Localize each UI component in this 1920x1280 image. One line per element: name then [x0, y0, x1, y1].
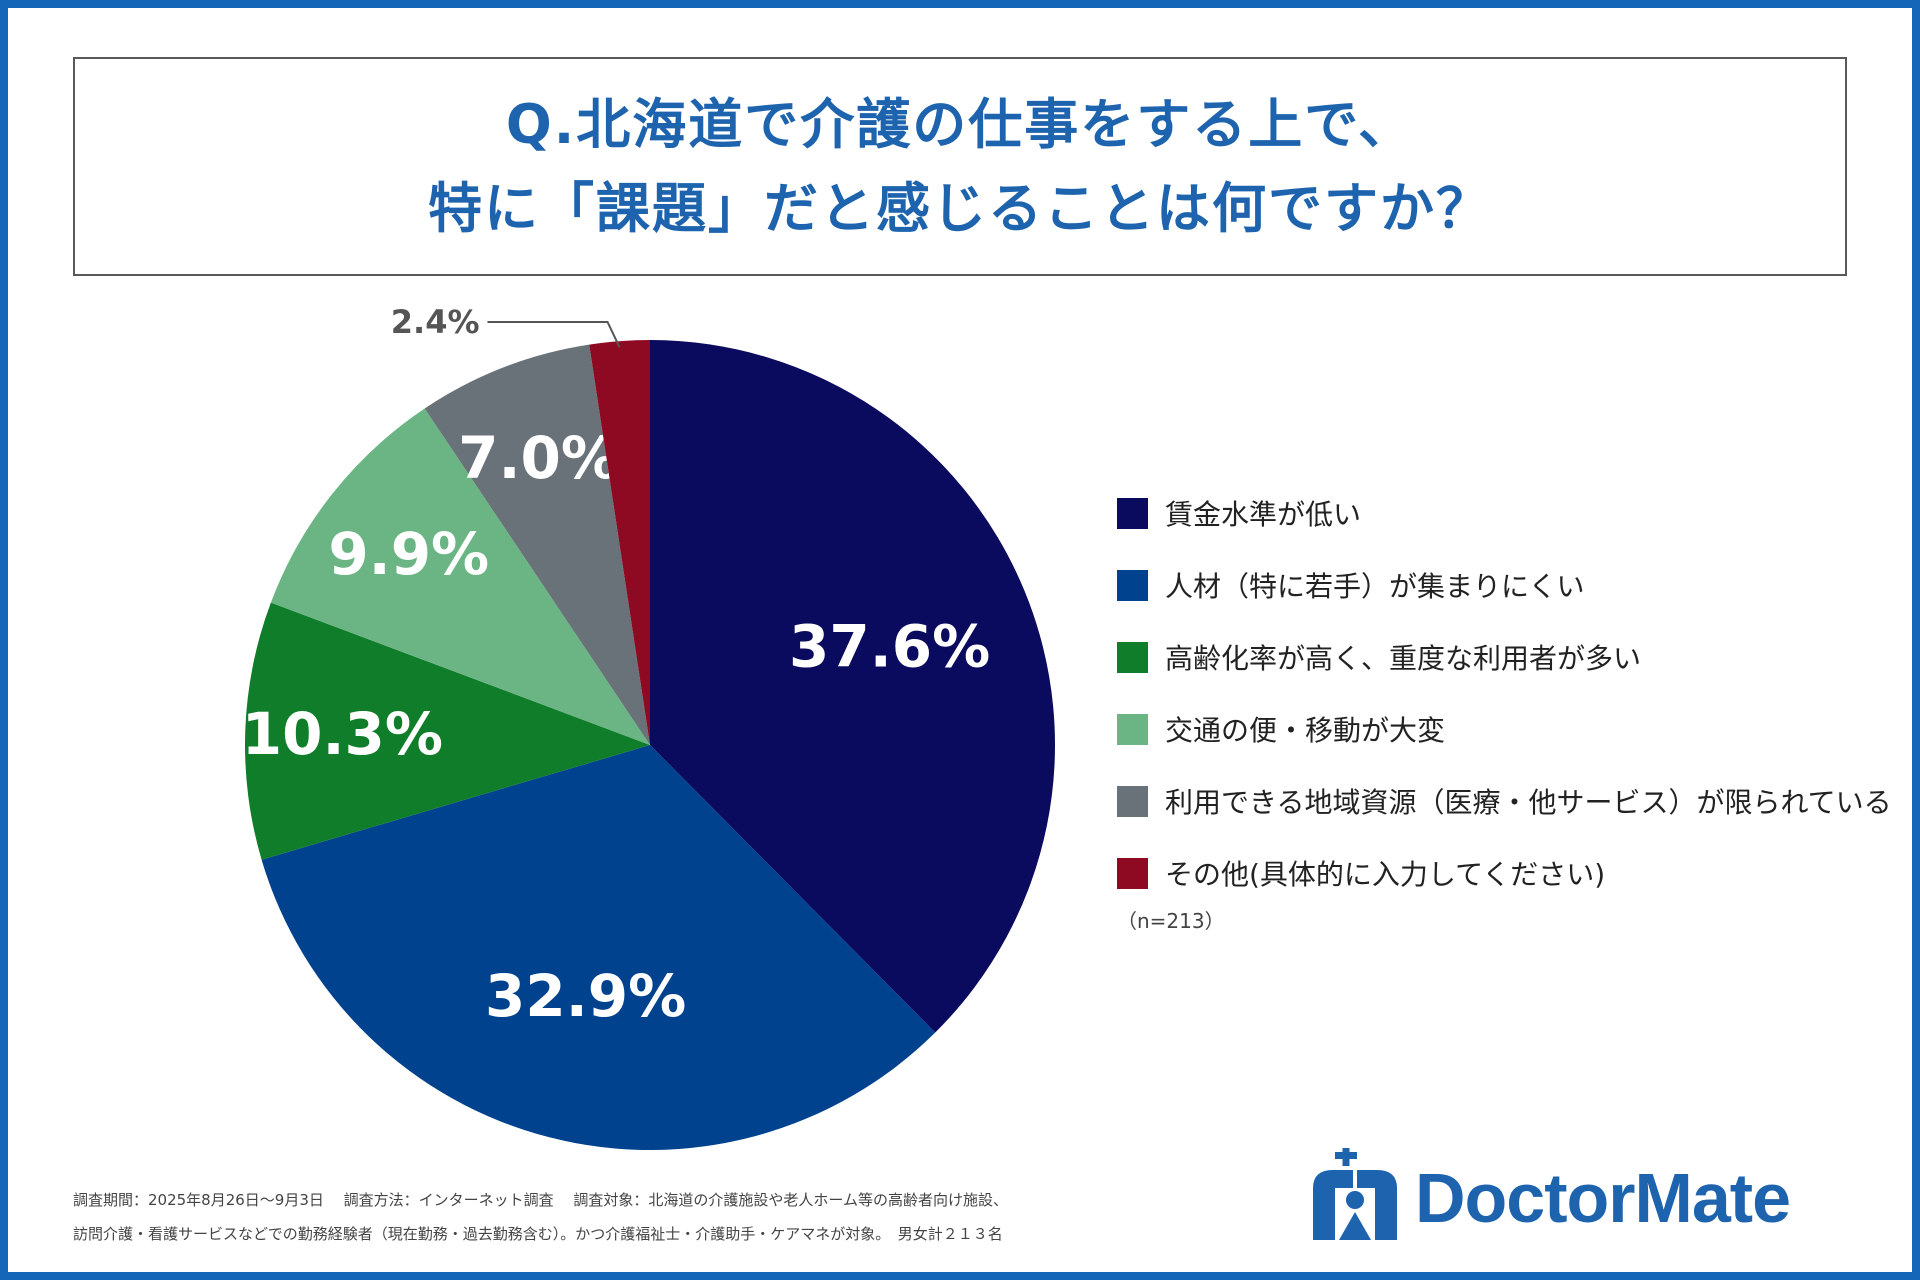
question-title-line-2: 特に「課題」だと感じることは何ですか？	[428, 176, 1492, 240]
pie-data-label: 10.3%	[242, 700, 443, 768]
question-title-line-1: Q.北海道で介護の仕事をする上で、	[505, 92, 1415, 156]
legend-label: 高齢化率が高く、重度な利用者が多い	[1165, 642, 1642, 675]
pie-data-label: 32.9%	[485, 962, 686, 1030]
pie-data-label: 9.9%	[328, 520, 489, 588]
legend-swatch	[1117, 857, 1148, 889]
pie-data-label: 37.6%	[789, 612, 990, 680]
legend-item: 高齢化率が高く、重度な利用者が多い	[1117, 621, 1892, 693]
pie-slice	[650, 340, 1056, 1033]
sample-size: （n=213）	[1117, 909, 1225, 933]
leader-line	[487, 321, 621, 348]
legend-item: 賃金水準が低い	[1117, 477, 1892, 549]
legend-swatch	[1117, 641, 1148, 673]
logo-text: DoctorMate	[1415, 1159, 1791, 1237]
legend-label: 賃金水準が低い	[1165, 498, 1362, 531]
legend-swatch	[1117, 713, 1148, 745]
pie-slice	[270, 408, 650, 745]
legend-item: 交通の便・移動が大変	[1117, 693, 1892, 765]
pie-slice	[244, 602, 650, 860]
legend-swatch	[1117, 785, 1148, 817]
legend-swatch	[1117, 569, 1148, 601]
legend-item: 利用できる地域資源（医療・他サービス）が限られている	[1117, 765, 1892, 837]
pie-slice	[424, 344, 650, 745]
footnote-line-2: 訪問介護・看護サービスなどでの勤務経験者（現在勤務・過去勤務含む）。かつ介護福祉…	[73, 1225, 1003, 1243]
legend-item: その他(具体的に入力してください)	[1117, 837, 1892, 909]
question-title-box: Q.北海道で介護の仕事をする上で、 特に「課題」だと感じることは何ですか？	[73, 57, 1847, 276]
doctormate-logo: DoctorMate	[1305, 1145, 1845, 1248]
legend-item: 人材（特に若手）が集まりにくい	[1117, 549, 1892, 621]
pie-slice	[589, 340, 650, 745]
chart-legend: 賃金水準が低い 人材（特に若手）が集まりにくい 高齢化率が高く、重度な利用者が多…	[1117, 477, 1892, 909]
pie-data-label: 7.0%	[458, 424, 619, 492]
pie-data-label: 2.4%	[391, 303, 480, 341]
doctormate-logo-icon	[1313, 1145, 1397, 1240]
legend-swatch	[1117, 497, 1148, 529]
legend-label: 交通の便・移動が大変	[1165, 714, 1446, 747]
legend-label: 人材（特に若手）が集まりにくい	[1165, 570, 1585, 603]
footnote-line-1: 調査期間：2025年8月26日〜9月3日 調査方法：インターネット調査 調査対象…	[73, 1191, 1008, 1209]
pie-slice	[261, 745, 936, 1150]
legend-label: 利用できる地域資源（医療・他サービス）が限られている	[1165, 786, 1892, 819]
survey-footnote: 調査期間：2025年8月26日〜9月3日 調査方法：インターネット調査 調査対象…	[73, 1183, 1253, 1251]
legend-label: その他(具体的に入力してください)	[1165, 858, 1606, 891]
